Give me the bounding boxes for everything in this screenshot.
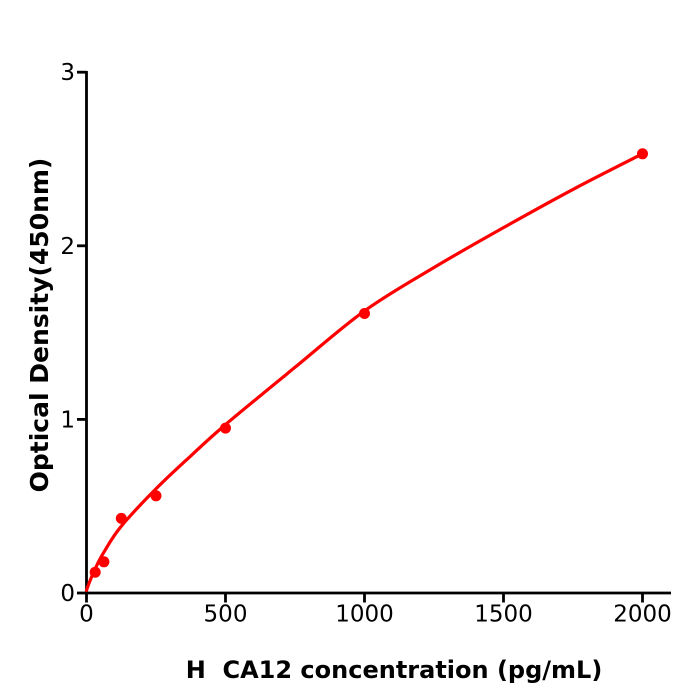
- y-tick-label: 3: [60, 60, 75, 86]
- y-axis-title: Optical Density(450nm): [25, 158, 54, 493]
- data-point: [220, 422, 231, 434]
- y-tick-label: 0: [60, 581, 75, 607]
- y-tick-label: 2: [60, 234, 75, 260]
- data-point: [637, 148, 648, 160]
- data-series-layer: [84, 148, 648, 592]
- x-tick-label: 1000: [335, 602, 394, 628]
- x-tick-label: 500: [204, 602, 248, 628]
- data-point: [115, 512, 127, 524]
- data-point: [359, 308, 370, 319]
- data-point: [150, 490, 162, 502]
- x-tick-label: 2000: [613, 602, 672, 628]
- x-tick-label: 1500: [474, 602, 533, 628]
- y-tick-label: 1: [60, 407, 75, 433]
- data-point: [89, 566, 101, 578]
- x-tick-label: 0: [79, 602, 94, 628]
- fit-curve-line: [84, 152, 645, 592]
- axes-layer: 0 500 1000 1500 2000 0 1 2 3: [60, 60, 671, 627]
- x-axis-title: H CA12 concentration (pg/mL): [186, 656, 603, 684]
- data-point: [98, 556, 110, 568]
- axis-spine: [85, 71, 671, 595]
